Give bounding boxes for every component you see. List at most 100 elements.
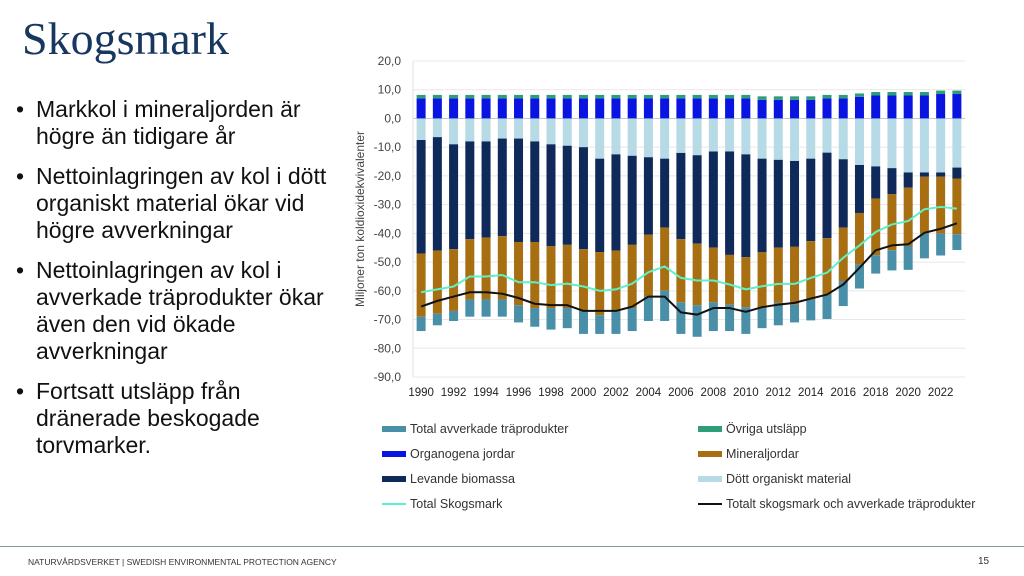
bar-segment-organogena-jordar	[578, 98, 588, 119]
bullet-item: Markkol i mineraljorden är högre än tidi…	[14, 96, 344, 150]
bar-segment-total-avverkade-träprodukter	[822, 294, 832, 319]
bar-segment-organogena-jordar	[449, 98, 459, 119]
bar-segment-mineraljordar	[741, 257, 751, 308]
y-tick-label: -20,0	[374, 169, 402, 183]
bar-segment-övriga-utsläpp	[465, 94, 475, 99]
bar-segment-övriga-utsläpp	[692, 94, 702, 99]
bar-segment-levande-biomassa	[481, 141, 491, 238]
bar-segment-mineraljordar	[822, 238, 832, 295]
bar-segment-organogena-jordar	[757, 99, 767, 119]
bar-segment-övriga-utsläpp	[432, 94, 442, 99]
bullet-item: Nettoinlagringen av kol i dött organiskt…	[14, 163, 344, 244]
x-tick-label: 1992	[441, 387, 467, 399]
legend-item: Total avverkade träprodukter	[382, 422, 568, 436]
bar-segment-organogena-jordar	[952, 94, 962, 119]
bar-segment-mineraljordar	[773, 247, 783, 303]
bar-segment-total-avverkade-träprodukter	[578, 310, 588, 334]
y-tick-label: 20,0	[378, 54, 402, 68]
bar-segment-total-avverkade-träprodukter	[773, 302, 783, 326]
bar-segment-övriga-utsläpp	[822, 94, 832, 99]
bar-segment-total-avverkade-träprodukter	[692, 305, 702, 337]
legend-swatch	[698, 451, 722, 457]
bar-segment-övriga-utsläpp	[611, 94, 621, 99]
bar-segment-övriga-utsläpp	[530, 94, 540, 99]
bar-segment-övriga-utsläpp	[936, 90, 946, 95]
y-tick-label: -50,0	[374, 255, 402, 269]
bar-segment-övriga-utsläpp	[562, 94, 572, 99]
bar-segment-levande-biomassa	[854, 164, 864, 213]
bar-segment-dött-organiskt-material	[725, 118, 735, 152]
bar-segment-mineraljordar	[416, 253, 426, 317]
bar-segment-mineraljordar	[676, 239, 686, 303]
bar-segment-mineraljordar	[643, 234, 653, 297]
x-tick-label: 2020	[895, 387, 921, 399]
bar-segment-dött-organiskt-material	[773, 118, 783, 160]
bar-segment-organogena-jordar	[708, 98, 718, 119]
bar-segment-dött-organiskt-material	[465, 118, 475, 142]
bar-segment-levande-biomassa	[416, 140, 426, 254]
bar-segment-levande-biomassa	[790, 160, 800, 247]
bar-segment-total-avverkade-träprodukter	[708, 302, 718, 332]
bar-segment-total-avverkade-träprodukter	[481, 299, 491, 317]
bar-segment-övriga-utsläpp	[806, 96, 816, 100]
x-tick-label: 2012	[765, 387, 791, 399]
bar-segment-organogena-jordar	[887, 95, 897, 119]
bar-segment-total-avverkade-träprodukter	[887, 250, 897, 271]
bar-segment-levande-biomassa	[692, 155, 702, 244]
x-tick-label: 2014	[798, 387, 824, 399]
y-tick-label: 0,0	[384, 111, 401, 125]
bar-segment-övriga-utsläpp	[871, 92, 881, 96]
bar-segment-mineraljordar	[481, 237, 491, 300]
bar-segment-total-avverkade-träprodukter	[465, 299, 475, 317]
bar-segment-mineraljordar	[660, 227, 670, 291]
bar-segment-dött-organiskt-material	[871, 118, 881, 167]
bar-segment-övriga-utsläpp	[449, 94, 459, 99]
bar-segment-övriga-utsläpp	[838, 94, 848, 99]
bar-segment-total-avverkade-träprodukter	[741, 307, 751, 334]
legend-label: Övriga utsläpp	[726, 422, 807, 436]
bar-segment-levande-biomassa	[643, 157, 653, 235]
bar-segment-organogena-jordar	[822, 98, 832, 119]
bar-segment-organogena-jordar	[854, 96, 864, 119]
bar-segment-mineraljordar	[514, 241, 524, 306]
bar-segment-levande-biomassa	[757, 158, 767, 253]
bar-segment-övriga-utsläpp	[741, 94, 751, 99]
legend-label: Dött organiskt material	[726, 472, 852, 486]
x-tick-label: 2002	[603, 387, 629, 399]
bar-segment-övriga-utsläpp	[887, 92, 897, 96]
bar-segment-mineraljordar	[887, 194, 897, 251]
bar-segment-övriga-utsläpp	[497, 94, 507, 99]
bar-segment-total-avverkade-träprodukter	[806, 299, 816, 321]
bar-segment-dött-organiskt-material	[692, 118, 702, 156]
legend-label: Total avverkade träprodukter	[410, 422, 569, 436]
legend-item: Dött organiskt material	[698, 472, 851, 486]
x-tick-label: 2008	[701, 387, 727, 399]
bar-segment-dött-organiskt-material	[790, 118, 800, 161]
legend-item: Total Skogsmark	[382, 497, 502, 511]
bar-segment-levande-biomassa	[708, 151, 718, 248]
bar-segment-levande-biomassa	[725, 151, 735, 255]
legend-label: Total Skogsmark	[410, 497, 503, 511]
bar-segment-total-avverkade-träprodukter	[627, 308, 637, 332]
legend-swatch	[382, 426, 406, 432]
bar-segment-total-avverkade-träprodukter	[432, 313, 442, 326]
slide-title: Skogsmark	[22, 13, 229, 64]
bar-segment-organogena-jordar	[562, 98, 572, 119]
bar-segment-levande-biomassa	[449, 144, 459, 250]
bar-segment-total-avverkade-träprodukter	[903, 246, 913, 270]
bar-segment-dött-organiskt-material	[627, 118, 637, 156]
bar-segment-total-avverkade-träprodukter	[449, 310, 459, 321]
y-tick-label: -40,0	[374, 226, 402, 240]
bar-segment-övriga-utsläpp	[643, 94, 653, 99]
bar-segment-levande-biomassa	[546, 144, 556, 247]
bar-segment-mineraljordar	[903, 187, 913, 247]
bar-segment-mineraljordar	[497, 236, 507, 300]
bar-segment-mineraljordar	[449, 249, 459, 311]
bar-segment-levande-biomassa	[595, 158, 605, 253]
bar-segment-levande-biomassa	[611, 154, 621, 251]
bar-segment-levande-biomassa	[514, 138, 524, 242]
bar-segment-organogena-jordar	[481, 98, 491, 119]
bar-segment-dött-organiskt-material	[708, 118, 718, 152]
bar-segment-levande-biomassa	[952, 167, 962, 179]
y-tick-label: -80,0	[374, 341, 402, 355]
